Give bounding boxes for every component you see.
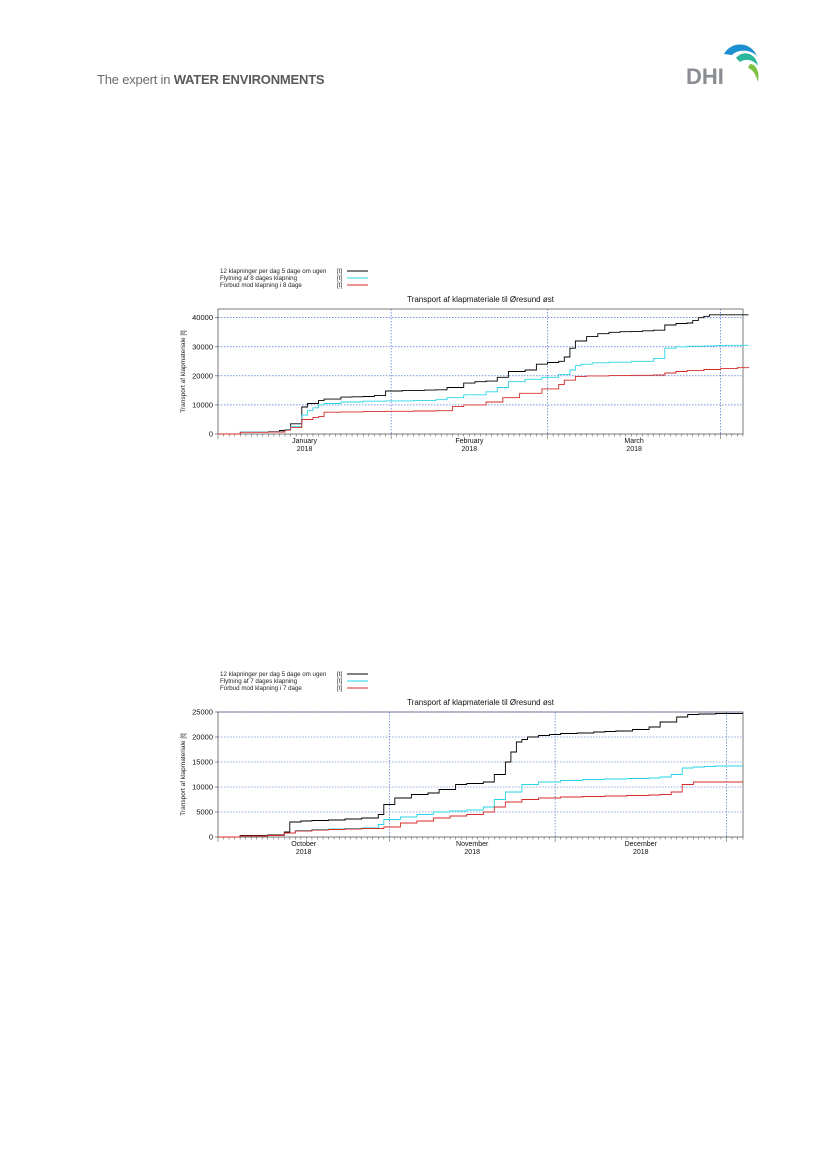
logo-wave-teal xyxy=(736,53,758,66)
chart-1-plot-area: 010000200003000040000January2018February… xyxy=(192,308,750,453)
chart-2-ytick-label: 0 xyxy=(209,833,213,842)
chart-1-ytick-label: 10000 xyxy=(192,400,213,409)
tagline-emphasis: WATER ENVIRONMENTS xyxy=(173,72,325,87)
chart-1-xtick-month: February xyxy=(455,438,484,445)
dhi-logo: DHI xyxy=(686,44,759,89)
chart-2-legend-unit: [t] xyxy=(337,685,342,692)
chart-2-title: Transport af klapmateriale til Øresund ø… xyxy=(407,698,555,707)
chart-2-xtick-year: 2018 xyxy=(464,849,480,856)
chart-1-ytick-label: 30000 xyxy=(192,342,213,351)
chart-2-legend-label: Flytning af 7 dages klapning xyxy=(220,678,298,685)
chart-1-legend-label: 12 klapninger per dag 5 dage om ugen xyxy=(220,268,327,275)
chart-1-series-3-line xyxy=(218,367,750,435)
chart-1-series-2-line xyxy=(218,344,749,435)
chart-2-ytick-label: 10000 xyxy=(192,783,213,792)
chart-2-xtick-year: 2018 xyxy=(296,849,312,856)
chart-1-legend-unit: [t] xyxy=(337,282,342,289)
chart-1-ytick-label: 40000 xyxy=(192,313,213,322)
chart-2-legend: 12 klapninger per dag 5 dage om ugen [t] F… xyxy=(220,671,368,692)
chart-1-legend-unit: [t] xyxy=(337,275,342,282)
chart-2-plot-frame xyxy=(217,711,744,838)
chart-1-legend-unit: [t] xyxy=(337,268,342,275)
chart-1-legend-label: Flytning af 8 dages klapning xyxy=(220,275,298,282)
chart-1-xtick-month: January xyxy=(292,438,317,445)
tagline-prefix: The expert in xyxy=(97,72,174,87)
chart-2: 12 klapninger per dag 5 dage om ugen [t] F… xyxy=(176,667,756,863)
chart-2-ytick-label: 20000 xyxy=(192,733,213,742)
chart-2-series-3-line xyxy=(218,781,743,838)
chart-2-plot-area: 0500010000150002000025000October2018Nove… xyxy=(192,708,744,856)
chart-1-legend-label: Forbud mod klapning i 8 dage xyxy=(220,282,302,289)
logo-text: DHI xyxy=(686,64,724,89)
chart-2-legend-unit: [t] xyxy=(337,678,342,685)
chart-2-xtick-month: November xyxy=(456,841,489,848)
chart-1-svg: 12 klapninger per dag 5 dage om ugen [t] F… xyxy=(180,268,750,453)
chart-1-plot-frame xyxy=(217,308,744,435)
chart-2-ytick-label: 5000 xyxy=(196,808,213,817)
chart-2-legend-label: Forbud mod klapning i 7 dage xyxy=(220,685,302,692)
chart-1-xtick-year: 2018 xyxy=(462,446,478,453)
chart-2-ylabel: Transport af klapmateriale [t] xyxy=(180,733,187,816)
chart-1-ytick-label: 20000 xyxy=(192,371,213,380)
chart-1-xtick-month: March xyxy=(624,438,644,445)
chart-1: 12 klapninger per dag 5 dage om ugen [t] F… xyxy=(176,264,756,460)
chart-2-ytick-label: 15000 xyxy=(192,758,213,767)
chart-1-xtick-year: 2018 xyxy=(297,446,313,453)
chart-2-xtick-year: 2018 xyxy=(633,849,649,856)
chart-1-ytick-label: 0 xyxy=(209,430,213,439)
chart-1-title: Transport af klapmateriale til Øresund ø… xyxy=(407,295,555,304)
chart-2-series-2-line xyxy=(218,765,743,838)
tagline: The expert in WATER ENVIRONMENTS xyxy=(97,72,325,87)
chart-1-xtick-year: 2018 xyxy=(626,446,642,453)
chart-2-legend-label: 12 klapninger per dag 5 dage om ugen xyxy=(220,671,327,678)
chart-1-series-1-line xyxy=(218,314,749,435)
logo-wave-green xyxy=(748,64,759,82)
chart-2-legend-unit: [t] xyxy=(337,671,342,678)
chart-2-xtick-month: December xyxy=(625,841,658,848)
chart-2-svg: 12 klapninger per dag 5 dage om ugen [t] F… xyxy=(180,671,744,856)
chart-1-ylabel: Transport af klapmateriale [t] xyxy=(180,330,187,413)
chart-2-ytick-label: 25000 xyxy=(192,708,213,717)
logo-wave-blue xyxy=(724,44,757,56)
chart-2-series-1-line xyxy=(218,713,743,838)
chart-2-xtick-month: October xyxy=(291,841,317,848)
chart-1-legend: 12 klapninger per dag 5 dage om ugen [t] F… xyxy=(220,268,368,289)
